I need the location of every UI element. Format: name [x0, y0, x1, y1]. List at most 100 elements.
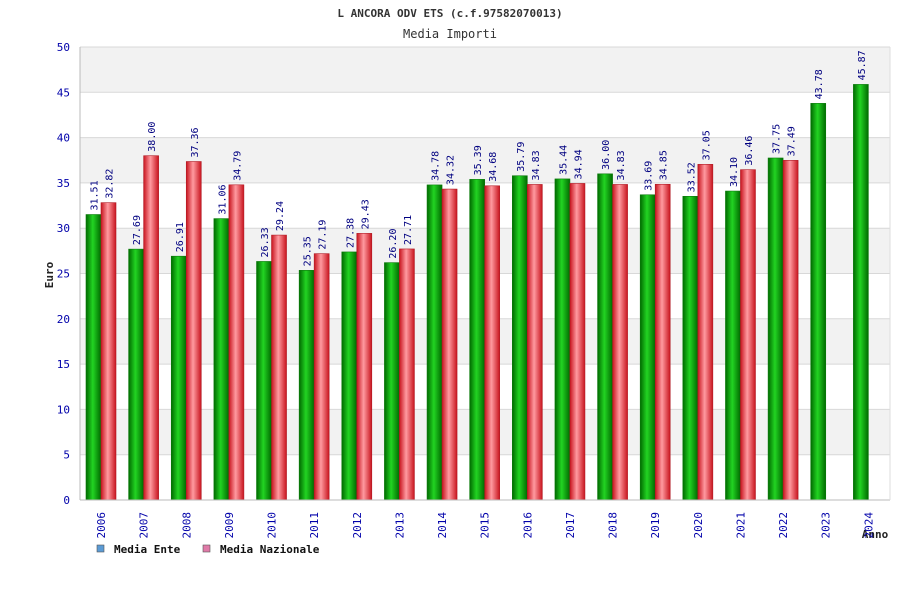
legend-label: Media Ente — [114, 543, 181, 556]
value-label: 34.85 — [659, 150, 670, 180]
bar-media-nazionale — [441, 188, 458, 501]
legend-swatch — [202, 544, 211, 553]
value-label: 37.75 — [772, 124, 783, 154]
x-axis-label: Anno — [862, 528, 889, 541]
x-tick-label: 2013 — [393, 512, 406, 539]
bar-media-ente — [639, 194, 656, 501]
value-label: 27.69 — [132, 215, 143, 245]
value-label: 34.10 — [729, 157, 740, 187]
bar-media-nazionale — [740, 169, 756, 501]
bar-media-ente — [597, 173, 613, 501]
legend-swatch — [96, 544, 105, 553]
x-tick-label: 2014 — [436, 512, 449, 539]
y-tick-label: 20 — [57, 313, 70, 326]
value-label: 27.71 — [403, 215, 414, 245]
bar-media-nazionale — [399, 248, 415, 501]
value-label: 31.06 — [217, 184, 228, 214]
bar-media-nazionale — [185, 161, 202, 501]
y-tick-label: 50 — [57, 41, 70, 54]
bar-media-nazionale — [697, 164, 714, 501]
x-tick-label: 2006 — [95, 512, 108, 539]
value-label: 34.68 — [488, 152, 499, 182]
x-tick-label: 2015 — [479, 512, 492, 539]
x-tick-label: 2023 — [820, 512, 833, 539]
legend-label: Media Nazionale — [220, 543, 320, 556]
x-tick-label: 2020 — [692, 512, 705, 539]
value-label: 45.87 — [857, 50, 868, 80]
value-label: 27.19 — [318, 220, 329, 250]
bar-media-ente — [426, 184, 443, 501]
x-tick-label: 2007 — [138, 512, 151, 539]
bar-media-nazionale — [100, 202, 117, 501]
x-tick-label: 2009 — [223, 512, 236, 539]
bar-media-nazionale — [484, 185, 500, 501]
y-tick-label: 35 — [57, 177, 70, 190]
bar-media-nazionale — [569, 183, 586, 501]
value-label: 35.79 — [516, 142, 527, 172]
x-tick-label: 2024 — [862, 512, 875, 539]
y-tick-label: 5 — [63, 449, 70, 462]
value-label: 36.46 — [744, 136, 755, 166]
bar-media-ente — [256, 261, 272, 501]
bar-media-nazionale — [356, 233, 373, 501]
value-label: 33.69 — [644, 161, 655, 191]
y-tick-label: 45 — [57, 86, 70, 99]
value-label: 31.51 — [90, 180, 101, 210]
value-label: 34.78 — [431, 151, 442, 181]
value-label: 37.05 — [701, 130, 712, 160]
grid-band — [80, 47, 890, 93]
value-label: 38.00 — [147, 122, 158, 152]
value-label: 25.35 — [303, 236, 314, 266]
bar-media-ente — [170, 255, 187, 501]
bar-media-nazionale — [313, 253, 330, 501]
x-tick-label: 2012 — [351, 512, 364, 539]
bar-media-ente — [554, 178, 571, 501]
bar-media-ente — [853, 84, 869, 501]
y-tick-label: 15 — [57, 358, 70, 371]
value-label: 37.49 — [787, 126, 798, 156]
value-label: 27.38 — [345, 218, 356, 248]
value-label: 34.79 — [232, 151, 243, 181]
x-tick-label: 2018 — [607, 512, 620, 539]
y-tick-label: 40 — [57, 132, 70, 145]
bar-media-ente — [512, 175, 528, 501]
x-tick-label: 2019 — [649, 512, 662, 539]
value-label: 34.83 — [616, 150, 627, 180]
x-tick-label: 2021 — [734, 512, 747, 539]
value-label: 35.44 — [558, 145, 569, 175]
bar-media-ente — [682, 196, 699, 501]
bar-media-nazionale — [654, 183, 671, 501]
value-label: 36.00 — [601, 140, 612, 170]
value-label: 34.83 — [531, 150, 542, 180]
value-label: 26.91 — [175, 222, 186, 252]
value-label: 35.39 — [473, 145, 484, 175]
y-tick-label: 0 — [63, 494, 70, 507]
bar-media-ente — [213, 218, 230, 501]
bar-media-ente — [384, 262, 400, 501]
y-tick-label: 10 — [57, 403, 70, 416]
y-tick-label: 30 — [57, 222, 70, 235]
value-label: 26.33 — [260, 227, 271, 257]
bar-media-nazionale — [612, 184, 628, 501]
x-tick-label: 2010 — [266, 512, 279, 539]
value-label: 29.24 — [275, 201, 286, 231]
x-tick-label: 2022 — [777, 512, 790, 539]
x-tick-label: 2016 — [521, 512, 534, 539]
bar-media-nazionale — [271, 234, 287, 501]
x-tick-label: 2008 — [180, 512, 193, 539]
value-label: 34.94 — [573, 149, 584, 179]
bar-media-ente — [767, 157, 784, 501]
bar-media-nazionale — [143, 155, 159, 501]
x-tick-label: 2017 — [564, 512, 577, 539]
bar-media-ente — [85, 214, 102, 501]
bar-media-nazionale — [527, 184, 543, 501]
bar-media-ente — [725, 190, 741, 501]
value-label: 29.43 — [360, 199, 371, 229]
chart-subtitle: Media Importi — [403, 27, 497, 41]
bar-media-nazionale — [782, 160, 799, 501]
value-label: 26.20 — [388, 229, 399, 259]
value-label: 37.36 — [190, 127, 201, 157]
value-label: 43.78 — [814, 69, 825, 99]
value-label: 33.52 — [686, 162, 697, 192]
